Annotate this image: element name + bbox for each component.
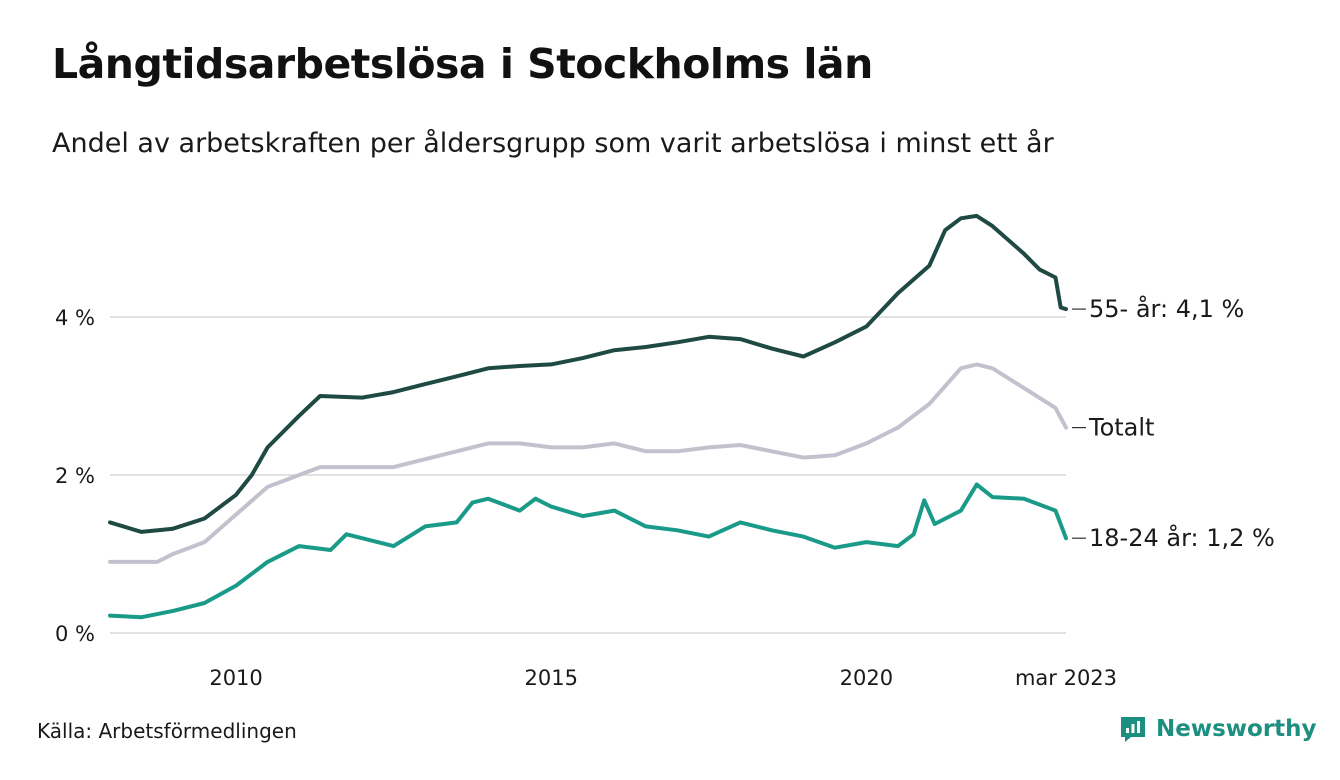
- series-line-total: [108, 362, 1068, 564]
- brand-logo[interactable]: Newsworthy: [1118, 714, 1317, 744]
- series-line-age55: [108, 213, 1068, 534]
- end-label-total: Totalt: [1088, 414, 1154, 442]
- x-tick-label: 2015: [525, 666, 578, 690]
- y-tick-label: 0 %: [55, 622, 95, 646]
- source-note: Källa: Arbetsförmedlingen: [37, 719, 297, 743]
- y-tick-label: 2 %: [55, 464, 95, 488]
- end-label-age18_24: 18-24 år: 1,2 %: [1089, 523, 1275, 552]
- series-line-age18_24: [108, 482, 1068, 620]
- chart-subtitle: Andel av arbetskraften per åldersgrupp s…: [52, 128, 1054, 159]
- x-tick-label: mar 2023: [1015, 666, 1117, 690]
- newsworthy-logo-icon: [1121, 717, 1145, 742]
- chart-title: Långtidsarbetslösa i Stockholms län: [52, 40, 873, 88]
- brand-name: Newsworthy: [1156, 716, 1317, 742]
- x-tick-label: 2020: [840, 666, 893, 690]
- x-tick-label: 2010: [209, 666, 262, 690]
- y-tick-label: 4 %: [55, 306, 95, 330]
- end-label-age55: 55- år: 4,1 %: [1089, 294, 1244, 323]
